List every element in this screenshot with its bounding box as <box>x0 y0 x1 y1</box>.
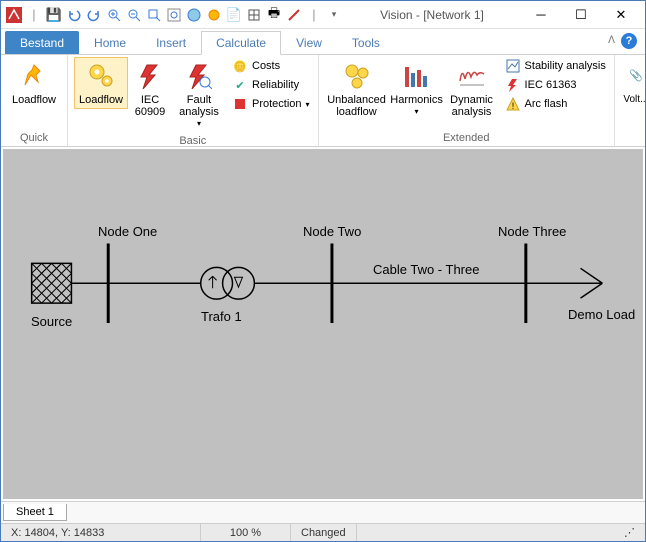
trafo-symbol[interactable] <box>201 267 255 299</box>
tab-calculate[interactable]: Calculate <box>201 31 281 55</box>
zoom-out-icon[interactable] <box>125 6 143 24</box>
node-two-label: Node Two <box>303 224 361 239</box>
collapse-ribbon-icon[interactable]: ᐱ <box>608 35 615 46</box>
shield-icon <box>232 96 248 112</box>
resize-grip-icon[interactable]: ⋰ <box>614 524 645 541</box>
grid-icon[interactable] <box>245 6 263 24</box>
gears-icon <box>85 60 117 92</box>
undo-icon[interactable] <box>65 6 83 24</box>
coins-icon: 🪙 <box>232 58 248 74</box>
app-icon[interactable] <box>5 6 23 24</box>
window-title: Vision - [Network 1] <box>343 8 521 22</box>
group-extended: Unbalanced loadflow Harmonics ▾ Dynamic … <box>319 55 615 146</box>
pen-icon[interactable] <box>285 6 303 24</box>
cable-label: Cable Two - Three <box>373 262 479 277</box>
svg-text:!: ! <box>511 101 514 111</box>
close-button[interactable]: ✕ <box>601 2 641 28</box>
arc-flash-button[interactable]: !Arc flash <box>503 95 608 113</box>
ribbon-tabs: Bestand Home Insert Calculate View Tools… <box>1 29 645 55</box>
group-basic: Loadflow IEC 60909 Fault analysis ▾ 🪙Cos… <box>68 55 319 146</box>
iec-60909-button[interactable]: IEC 60909 <box>128 57 172 121</box>
overflow-button[interactable]: 📎 Volt... <box>621 57 645 109</box>
bars-icon <box>401 60 433 92</box>
fault-icon <box>183 60 215 92</box>
sheet-bar: Sheet 1 <box>1 501 645 523</box>
quick-loadflow-button[interactable]: Loadflow <box>7 57 61 109</box>
iec-61363-button[interactable]: IEC 61363 <box>503 76 608 94</box>
check-icon: ✔ <box>232 77 248 93</box>
source-symbol[interactable] <box>32 263 72 303</box>
save-icon[interactable]: 💾 <box>45 6 63 24</box>
node-one-label: Node One <box>98 224 157 239</box>
maximize-button[interactable]: ☐ <box>561 2 601 28</box>
zoom-area-icon[interactable] <box>145 6 163 24</box>
node-three-label: Node Three <box>498 224 566 239</box>
diagram-canvas[interactable]: Source Node One Trafo 1 Node Two Cable T… <box>3 149 643 499</box>
reliability-button[interactable]: ✔Reliability <box>230 76 312 94</box>
protection-button[interactable]: Protection ▾ <box>230 95 312 113</box>
zoom-in-icon[interactable] <box>105 6 123 24</box>
unbalanced-loadflow-button[interactable]: Unbalanced loadflow <box>325 57 389 121</box>
tab-insert[interactable]: Insert <box>141 31 201 54</box>
trafo-label: Trafo 1 <box>201 309 242 324</box>
network-diagram <box>3 149 643 499</box>
report-icon[interactable]: 📄 <box>225 6 243 24</box>
chart-icon <box>505 58 521 74</box>
minimize-button[interactable]: ─ <box>521 2 561 28</box>
status-zoom[interactable]: 100 % <box>201 524 291 541</box>
tab-tools[interactable]: Tools <box>337 31 395 54</box>
print-icon[interactable]: 🖶 <box>265 6 283 24</box>
clip-icon: 📎 <box>620 60 645 92</box>
group-overflow: 📎 Volt... <box>615 55 645 146</box>
warning-icon: ! <box>505 96 521 112</box>
tab-file[interactable]: Bestand <box>5 31 79 54</box>
stability-analysis-button[interactable]: Stability analysis <box>503 57 608 75</box>
title-bar: | 💾 📄 🖶 | ▾ Vision - [Network 1] ─ ☐ ✕ <box>1 1 645 29</box>
group-quick: Loadflow Quick <box>1 55 68 146</box>
dynamic-analysis-button[interactable]: Dynamic analysis <box>445 57 499 121</box>
zoom-fit-icon[interactable] <box>165 6 183 24</box>
ribbon: Loadflow Quick Loadflow IEC 60909 Fault … <box>1 55 645 147</box>
bolt-icon <box>134 60 166 92</box>
help-icon[interactable]: ? <box>621 33 637 49</box>
fault-analysis-button[interactable]: Fault analysis ▾ <box>172 57 226 133</box>
status-state: Changed <box>291 524 357 541</box>
wave-icon <box>456 60 488 92</box>
status-coordinates: X: 14804, Y: 14833 <box>1 524 201 541</box>
pin-icon <box>18 60 50 92</box>
load-label: Demo Load <box>568 307 635 322</box>
bolt-small-icon <box>505 77 521 93</box>
tab-home[interactable]: Home <box>79 31 141 54</box>
source-label: Source <box>31 314 72 329</box>
costs-button[interactable]: 🪙Costs <box>230 57 312 75</box>
redo-icon[interactable] <box>85 6 103 24</box>
status-bar: X: 14804, Y: 14833 100 % Changed ⋰ <box>1 523 645 541</box>
select-icon[interactable] <box>205 6 223 24</box>
sheet-tab[interactable]: Sheet 1 <box>3 504 67 521</box>
tab-view[interactable]: View <box>281 31 337 54</box>
basic-loadflow-button[interactable]: Loadflow <box>74 57 128 109</box>
qat-dropdown-icon[interactable]: ▾ <box>325 6 343 24</box>
quick-access-toolbar: | 💾 📄 🖶 | ▾ <box>5 6 343 24</box>
gears-3-icon <box>341 60 373 92</box>
harmonics-button[interactable]: Harmonics ▾ <box>389 57 445 121</box>
globe-icon[interactable] <box>185 6 203 24</box>
